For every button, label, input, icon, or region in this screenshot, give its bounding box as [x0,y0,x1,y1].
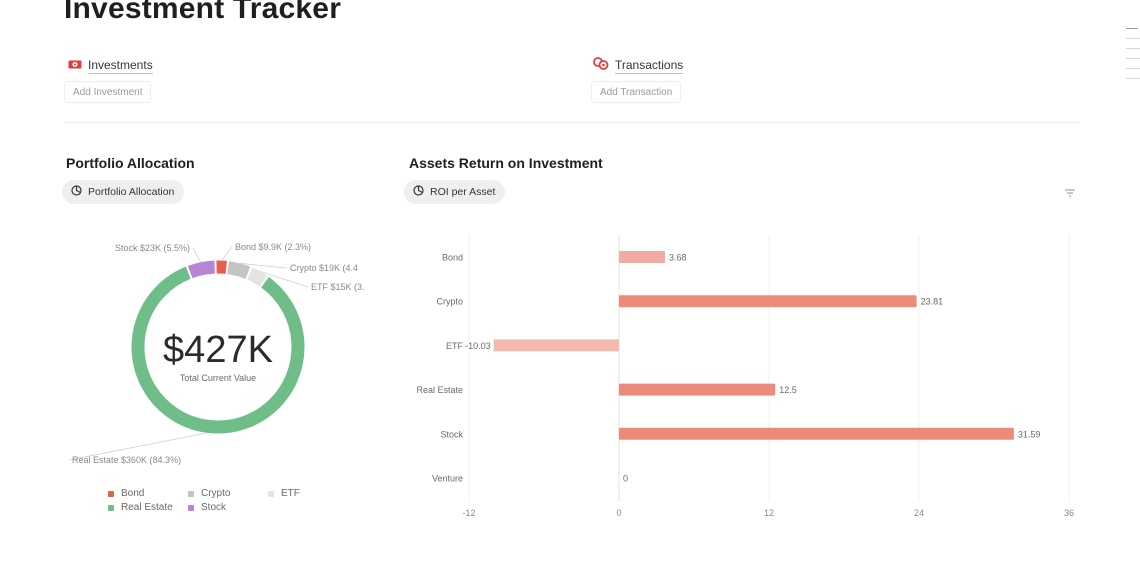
donut-slice-real-estate[interactable] [131,266,305,434]
filter-icon[interactable] [1063,186,1077,198]
y-category-label: Bond [442,253,463,263]
legend-swatch-crypto [188,490,194,497]
donut-label-etf: ETF $15K (3. [311,282,365,292]
legend-item-bond[interactable]: Bond [108,488,188,499]
roi-value-label-etf: -10.03 [465,341,491,351]
investments-link[interactable]: Investments [68,57,153,75]
roi-bar-crypto[interactable] [619,295,917,308]
roi-bar-chart: -12 0 12 24 36 Bond 3.68 Crypto 23.81 ETF -10.03 Re… [416,235,1074,518]
donut-slice-crypto[interactable] [227,261,251,279]
roi-view-label: ROI per Asset [430,186,496,198]
donut-label-crypto: Crypto $19K (4.4 [290,263,358,273]
portfolio-legend: Bond Crypto ETF Real Estate Stock [108,488,328,513]
roi-bar-real-estate[interactable] [619,383,776,396]
donut-leader-bond [221,246,233,261]
add-transaction-button[interactable]: Add Transaction [591,81,682,103]
pie-chart-icon [413,185,424,199]
roi-bar-stock[interactable] [619,427,1014,440]
donut-center-value: $427K [163,329,273,371]
legend-label-real-estate: Real Estate [121,502,173,513]
transactions-label[interactable]: Transactions [615,58,684,74]
legend-label-stock: Stock [201,502,227,513]
legend-swatch-bond [108,490,114,497]
x-tick-label: 0 [616,508,621,518]
page-title: Investment Tracker [64,0,342,25]
y-category-label: Venture [432,474,463,484]
legend-item-etf[interactable]: ETF [268,488,328,499]
donut-label-real-estate: Real Estate $360K (84.3%) [72,455,181,465]
legend-label-etf: ETF [281,488,300,499]
donut-center-caption: Total Current Value [180,373,256,383]
roi-value-label-bond: 3.68 [669,253,687,263]
y-category-label: Real Estate [416,385,463,395]
y-category-label: Crypto [436,297,463,307]
roi-heading: Assets Return on Investment [409,155,603,171]
donut-leader-stock [192,247,202,263]
legend-item-real-estate[interactable]: Real Estate [108,502,188,513]
roi-bar-etf[interactable] [493,339,619,352]
donut-leader-etf [259,270,309,288]
donut-label-bond: Bond $9.9K (2.3%) [235,242,311,252]
y-category-label: ETF [446,341,464,351]
coins-icon [593,57,609,75]
donut-leader-crypto [239,262,288,269]
pie-chart-icon [71,185,82,199]
money-icon [68,57,82,75]
legend-swatch-real-estate [108,504,114,511]
investments-label[interactable]: Investments [88,58,153,74]
x-tick-label: -12 [462,508,475,518]
x-tick-label: 24 [914,508,924,518]
section-divider [64,122,1080,123]
roi-value-label-crypto: 23.81 [921,297,944,307]
portfolio-view-tab[interactable]: Portfolio Allocation [62,180,185,204]
roi-bar-bond[interactable] [619,251,665,263]
add-investment-button[interactable]: Add Investment [64,81,152,103]
portfolio-view-label: Portfolio Allocation [88,186,175,198]
portfolio-heading: Portfolio Allocation [66,155,195,171]
legend-item-stock[interactable]: Stock [188,502,268,513]
y-category-label: Stock [440,429,463,439]
x-tick-label: 12 [764,508,774,518]
transactions-link[interactable]: Transactions [593,57,684,75]
legend-item-crypto[interactable]: Crypto [188,488,268,499]
roi-value-label-stock: 31.59 [1018,429,1041,439]
legend-swatch-stock [188,504,194,511]
portfolio-donut-chart: Bond $9.9K (2.3%) Crypto $19K (4.4 ETF $15… [68,242,365,465]
roi-view-tab[interactable]: ROI per Asset [404,180,506,204]
donut-slice-etf[interactable] [246,267,268,287]
legend-label-crypto: Crypto [201,488,231,499]
legend-swatch-etf [268,490,274,497]
donut-leader-real-estate [68,432,208,461]
outline-rail[interactable] [1126,28,1140,88]
roi-value-label-real-estate: 12.5 [779,385,797,395]
legend-label-bond: Bond [121,488,145,499]
donut-slice-stock[interactable] [187,260,216,279]
roi-value-label-venture: 0 [623,474,628,484]
x-tick-label: 36 [1064,508,1074,518]
donut-label-stock: Stock $23K (5.5%) [115,243,190,253]
